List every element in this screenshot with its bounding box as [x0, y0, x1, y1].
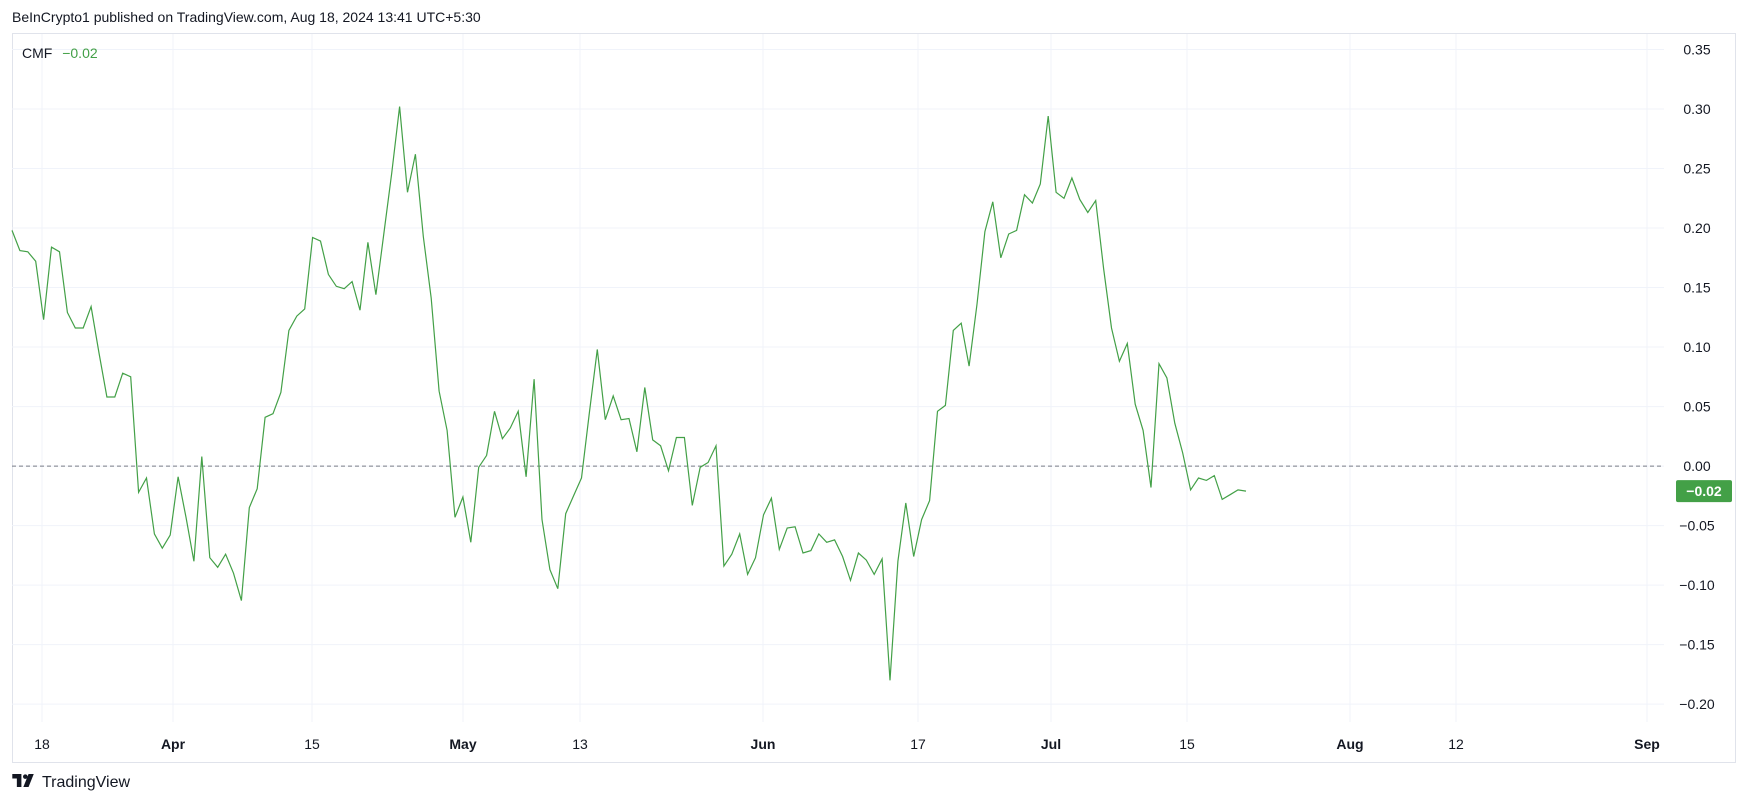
chart-frame	[12, 33, 1736, 763]
y-tick-label: 0.15	[1683, 280, 1710, 296]
x-tick-label: 15	[304, 736, 320, 752]
tradingview-logo-icon	[12, 774, 36, 792]
x-tick-label: 12	[1448, 736, 1464, 752]
y-tick-label: 0.30	[1683, 101, 1710, 117]
y-tick-label: −0.10	[1679, 577, 1715, 593]
publisher-header: BeInCrypto1 published on TradingView.com…	[12, 9, 481, 25]
x-tick-label: 17	[910, 736, 926, 752]
y-tick-label: 0.00	[1683, 458, 1710, 474]
y-tick-label: 0.25	[1683, 161, 1710, 177]
grid-lines	[12, 34, 1664, 722]
y-tick-label: 0.10	[1683, 339, 1710, 355]
last-value-badge	[1676, 480, 1732, 503]
x-tick-label: May	[449, 736, 476, 752]
x-tick-label: Jun	[751, 736, 776, 752]
y-tick-label: 0.35	[1683, 41, 1710, 57]
x-tick-label: Apr	[161, 736, 186, 752]
x-tick-label: Sep	[1634, 736, 1660, 752]
x-tick-label: Jul	[1041, 736, 1061, 752]
x-tick-label: Aug	[1336, 736, 1363, 752]
x-tick-label: 18	[34, 736, 50, 752]
cmf-series-line	[11, 106, 1247, 681]
y-axis-ticks: 0.35 0.30 0.25 0.20 0.15 0.10 0.05 0.00 −0.05 −0.…	[1679, 41, 1715, 712]
footer-brand[interactable]: TradingView	[12, 774, 130, 792]
last-value-badge-group: −0.02	[1676, 480, 1732, 503]
indicator-legend[interactable]: CMF −0.02	[22, 45, 98, 61]
y-tick-label: 0.05	[1683, 399, 1710, 415]
y-tick-label: −0.05	[1679, 518, 1715, 534]
y-tick-label: −0.15	[1679, 637, 1715, 653]
x-axis-ticks: 18 Apr 15 May 13 Jun 17 Jul 15 Aug 12 Sep	[34, 736, 1660, 752]
legend-indicator-name: CMF	[22, 45, 53, 61]
y-tick-label: −0.20	[1679, 696, 1715, 712]
y-tick-label: 0.20	[1683, 220, 1710, 236]
legend-indicator-value: −0.02	[62, 45, 98, 61]
x-tick-label: 13	[572, 736, 588, 752]
footer-brand-text: TradingView	[42, 774, 131, 791]
x-tick-label: 15	[1179, 736, 1195, 752]
last-value-badge-text: −0.02	[1686, 483, 1722, 499]
